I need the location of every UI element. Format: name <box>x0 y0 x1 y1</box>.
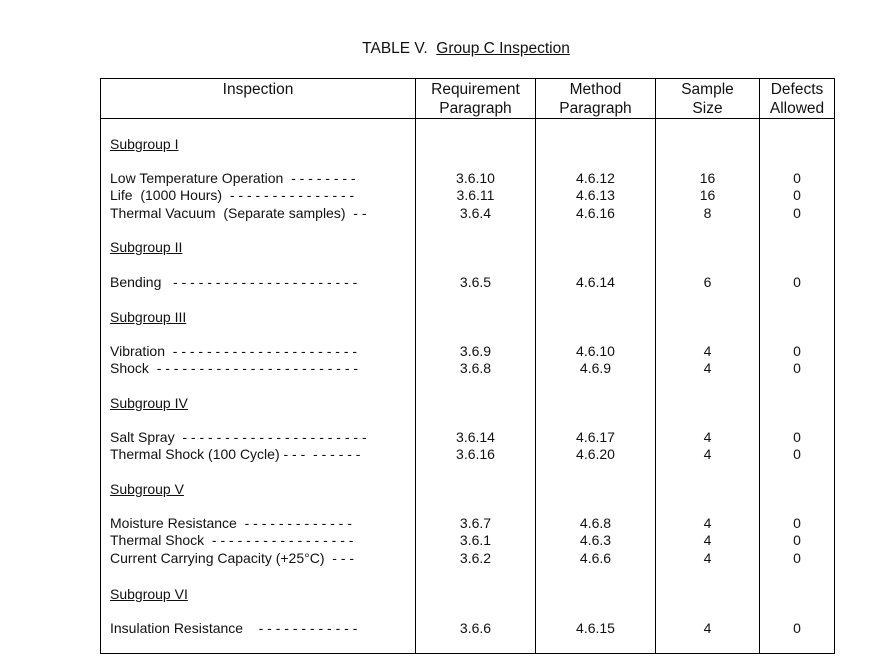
defects-allowed: 0 <box>793 429 801 445</box>
subgroup-label: Subgroup II <box>110 239 183 255</box>
defects-allowed: 0 <box>793 170 801 186</box>
inspection-item: Bending - - - - - - - - - - - - - - - - … <box>110 274 358 290</box>
requirement-paragraph: 3.6.8 <box>459 360 492 376</box>
sample-size: 16 <box>699 170 716 186</box>
inspection-item: Vibration - - - - - - - - - - - - - - - … <box>110 343 358 359</box>
requirement-paragraph: 3.6.6 <box>459 620 492 636</box>
subgroup-label: Subgroup I <box>110 136 179 152</box>
subgroup-label: Subgroup V <box>110 481 184 497</box>
inspection-table: Inspection Requirement Paragraph Method Pa… <box>100 78 835 654</box>
method-paragraph: 4.6.20 <box>576 446 615 462</box>
column-divider <box>535 79 536 653</box>
defects-allowed: 0 <box>793 205 801 221</box>
requirement-paragraph: 3.6.5 <box>459 274 492 290</box>
requirement-paragraph: 3.6.4 <box>459 205 492 221</box>
requirement-paragraph: 3.6.7 <box>459 515 492 531</box>
method-paragraph: 4.6.13 <box>576 187 615 203</box>
method-paragraph: 4.6.14 <box>576 274 615 290</box>
inspection-item: Life (1000 Hours) - - - - - - - - - - - … <box>110 187 355 203</box>
sample-size: 4 <box>703 620 712 636</box>
defects-allowed: 0 <box>793 343 801 359</box>
requirement-paragraph: 3.6.16 <box>456 446 495 462</box>
sample-size: 4 <box>703 360 712 376</box>
header-divider <box>101 118 834 119</box>
subgroup-label: Subgroup III <box>110 309 187 325</box>
table-title-prefix: TABLE V. <box>362 40 428 57</box>
column-divider <box>655 79 656 653</box>
sample-size: 4 <box>703 550 712 566</box>
sample-size: 4 <box>703 446 712 462</box>
table-title: TABLE V. Group C Inspection <box>0 40 877 58</box>
inspection-item: Salt Spray - - - - - - - - - - - - - - -… <box>110 429 367 445</box>
sample-size: 4 <box>703 343 712 359</box>
inspection-item: Current Carrying Capacity (+25°C) - - - <box>110 550 355 566</box>
requirement-paragraph: 3.6.9 <box>459 343 492 359</box>
defects-allowed: 0 <box>793 360 801 376</box>
header-method-paragraph: Method Paragraph <box>559 81 632 117</box>
method-paragraph: 4.6.6 <box>579 550 612 566</box>
requirement-paragraph: 3.6.11 <box>456 187 495 203</box>
subgroup-label: Subgroup IV <box>110 395 188 411</box>
requirement-paragraph: 3.6.2 <box>459 550 492 566</box>
inspection-item: Thermal Vacuum (Separate samples) - - <box>110 205 367 221</box>
method-paragraph: 4.6.8 <box>579 515 612 531</box>
requirement-paragraph: 3.6.10 <box>456 170 495 186</box>
inspection-item: Thermal Shock - - - - - - - - - - - - - … <box>110 532 354 548</box>
header-sample-size: Sample Size <box>681 81 734 117</box>
defects-allowed: 0 <box>793 274 801 290</box>
inspection-item: Low Temperature Operation - - - - - - - … <box>110 170 356 186</box>
method-paragraph: 4.6.16 <box>576 205 615 221</box>
subgroup-label: Subgroup VI <box>110 586 188 602</box>
column-divider <box>415 79 416 653</box>
sample-size: 16 <box>699 187 716 203</box>
method-paragraph: 4.6.3 <box>579 532 612 548</box>
method-paragraph: 4.6.9 <box>579 360 612 376</box>
method-paragraph: 4.6.15 <box>576 620 615 636</box>
header-requirement-paragraph: Requirement Paragraph <box>431 81 520 117</box>
header-defects-allowed: Defects Allowed <box>769 81 825 117</box>
defects-allowed: 0 <box>793 187 801 203</box>
inspection-item: Thermal Shock (100 Cycle) - - - - - - - … <box>110 446 361 462</box>
defects-allowed: 0 <box>793 532 801 548</box>
inspection-item: Shock - - - - - - - - - - - - - - - - - … <box>110 360 359 376</box>
table-title-main: Group C Inspection <box>436 40 570 57</box>
inspection-item: Insulation Resistance - - - - - - - - - … <box>110 620 358 636</box>
method-paragraph: 4.6.12 <box>576 170 615 186</box>
defects-allowed: 0 <box>793 446 801 462</box>
sample-size: 4 <box>703 429 712 445</box>
method-paragraph: 4.6.17 <box>576 429 615 445</box>
requirement-paragraph: 3.6.1 <box>459 532 492 548</box>
defects-allowed: 0 <box>793 620 801 636</box>
column-divider <box>759 79 760 653</box>
defects-allowed: 0 <box>793 550 801 566</box>
method-paragraph: 4.6.10 <box>576 343 615 359</box>
sample-size: 4 <box>703 515 712 531</box>
sample-size: 8 <box>703 205 712 221</box>
inspection-item: Moisture Resistance - - - - - - - - - - … <box>110 515 352 531</box>
requirement-paragraph: 3.6.14 <box>456 429 495 445</box>
sample-size: 4 <box>703 532 712 548</box>
defects-allowed: 0 <box>793 515 801 531</box>
header-inspection: Inspection <box>222 81 294 98</box>
sample-size: 6 <box>703 274 712 290</box>
